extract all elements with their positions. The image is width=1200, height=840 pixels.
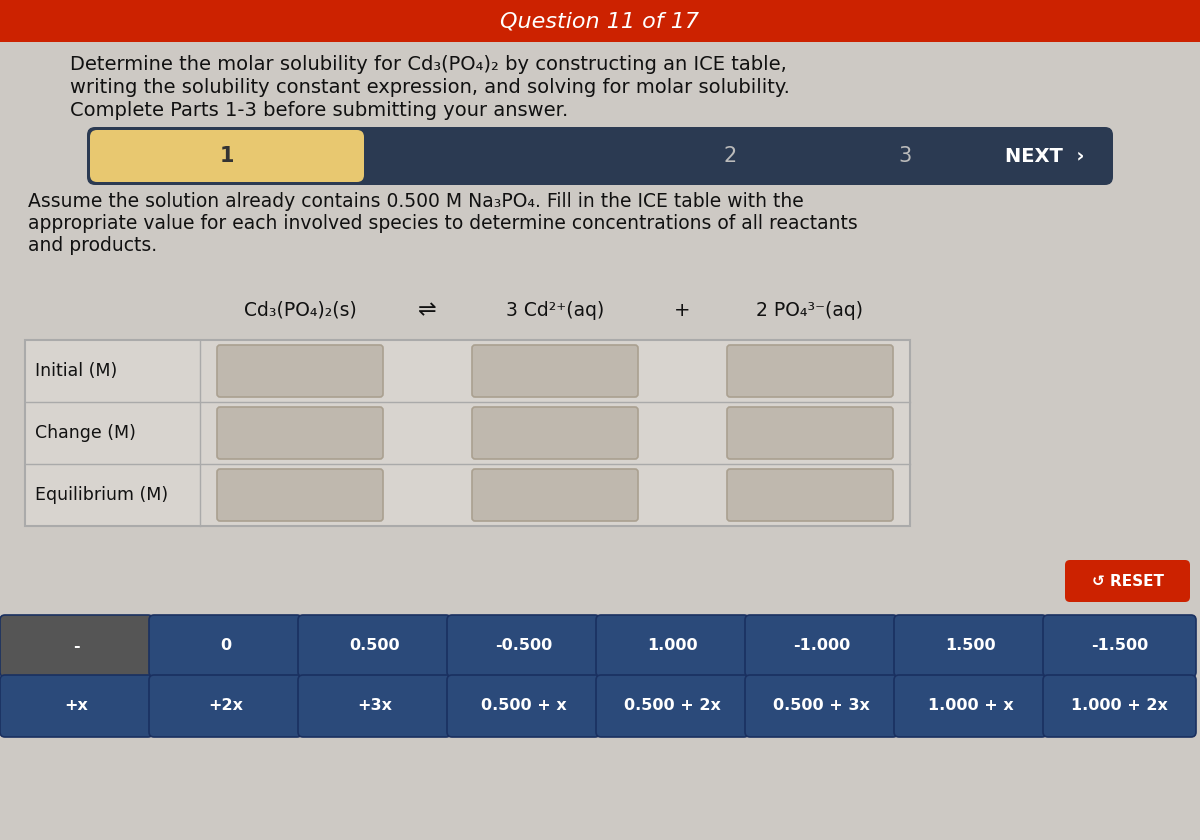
FancyBboxPatch shape bbox=[298, 675, 451, 737]
FancyBboxPatch shape bbox=[217, 345, 383, 397]
Text: 1.500: 1.500 bbox=[946, 638, 996, 654]
FancyBboxPatch shape bbox=[727, 407, 893, 459]
Text: 0: 0 bbox=[220, 638, 232, 654]
FancyBboxPatch shape bbox=[1043, 675, 1196, 737]
FancyBboxPatch shape bbox=[1066, 560, 1190, 602]
Text: 0.500 + 2x: 0.500 + 2x bbox=[624, 699, 721, 713]
FancyBboxPatch shape bbox=[727, 469, 893, 521]
FancyBboxPatch shape bbox=[472, 469, 638, 521]
Text: +: + bbox=[674, 301, 691, 319]
Text: Assume the solution already contains 0.500 M Na₃PO₄. Fill in the ICE table with : Assume the solution already contains 0.5… bbox=[28, 192, 804, 211]
FancyBboxPatch shape bbox=[727, 345, 893, 397]
Text: +2x: +2x bbox=[208, 699, 242, 713]
Text: ⇌: ⇌ bbox=[418, 300, 437, 320]
Text: 1.000 + 2x: 1.000 + 2x bbox=[1072, 699, 1168, 713]
Text: -: - bbox=[73, 638, 80, 654]
Text: 3 Cd²⁺(aq): 3 Cd²⁺(aq) bbox=[506, 301, 604, 319]
Text: -1.000: -1.000 bbox=[793, 638, 850, 654]
Text: NEXT  ›: NEXT › bbox=[1006, 146, 1085, 165]
Text: Equilibrium (M): Equilibrium (M) bbox=[35, 486, 168, 504]
FancyBboxPatch shape bbox=[149, 675, 302, 737]
Text: writing the solubility constant expression, and solving for molar solubility.: writing the solubility constant expressi… bbox=[70, 78, 790, 97]
Text: -0.500: -0.500 bbox=[494, 638, 552, 654]
Text: 1: 1 bbox=[220, 146, 234, 166]
FancyBboxPatch shape bbox=[745, 615, 898, 677]
Text: 0.500 + x: 0.500 + x bbox=[481, 699, 566, 713]
Text: Cd₃(PO₄)₂(s): Cd₃(PO₄)₂(s) bbox=[244, 301, 356, 319]
Text: Question 11 of 17: Question 11 of 17 bbox=[500, 11, 700, 31]
Text: 0.500 + 3x: 0.500 + 3x bbox=[773, 699, 870, 713]
FancyBboxPatch shape bbox=[90, 130, 364, 182]
FancyBboxPatch shape bbox=[149, 615, 302, 677]
FancyBboxPatch shape bbox=[745, 675, 898, 737]
Text: 0.500: 0.500 bbox=[349, 638, 400, 654]
Text: 1.000: 1.000 bbox=[647, 638, 698, 654]
Text: Change (M): Change (M) bbox=[35, 424, 136, 442]
FancyBboxPatch shape bbox=[894, 615, 1046, 677]
Text: 2: 2 bbox=[724, 146, 737, 166]
Text: appropriate value for each involved species to determine concentrations of all r: appropriate value for each involved spec… bbox=[28, 214, 858, 233]
FancyBboxPatch shape bbox=[446, 675, 600, 737]
Text: and products.: and products. bbox=[28, 236, 157, 255]
Text: Initial (M): Initial (M) bbox=[35, 362, 118, 380]
Text: 3: 3 bbox=[899, 146, 912, 166]
FancyBboxPatch shape bbox=[1043, 615, 1196, 677]
Bar bbox=[0, 0, 1200, 42]
FancyBboxPatch shape bbox=[472, 407, 638, 459]
Text: ↺ RESET: ↺ RESET bbox=[1092, 574, 1164, 589]
Text: 1.000 + x: 1.000 + x bbox=[928, 699, 1013, 713]
Text: 2 PO₄³⁻(aq): 2 PO₄³⁻(aq) bbox=[756, 301, 864, 319]
Bar bbox=[25, 340, 910, 526]
Text: +x: +x bbox=[65, 699, 89, 713]
FancyBboxPatch shape bbox=[298, 615, 451, 677]
FancyBboxPatch shape bbox=[88, 127, 1114, 185]
Text: Complete Parts 1-3 before submitting your answer.: Complete Parts 1-3 before submitting you… bbox=[70, 101, 569, 120]
Text: -1.500: -1.500 bbox=[1091, 638, 1148, 654]
Text: +3x: +3x bbox=[358, 699, 392, 713]
FancyBboxPatch shape bbox=[472, 345, 638, 397]
FancyBboxPatch shape bbox=[217, 407, 383, 459]
FancyBboxPatch shape bbox=[446, 615, 600, 677]
FancyBboxPatch shape bbox=[596, 615, 749, 677]
FancyBboxPatch shape bbox=[894, 675, 1046, 737]
FancyBboxPatch shape bbox=[0, 675, 154, 737]
FancyBboxPatch shape bbox=[0, 615, 154, 677]
FancyBboxPatch shape bbox=[217, 469, 383, 521]
FancyBboxPatch shape bbox=[596, 675, 749, 737]
Text: Determine the molar solubility for Cd₃(PO₄)₂ by constructing an ICE table,: Determine the molar solubility for Cd₃(P… bbox=[70, 55, 787, 74]
